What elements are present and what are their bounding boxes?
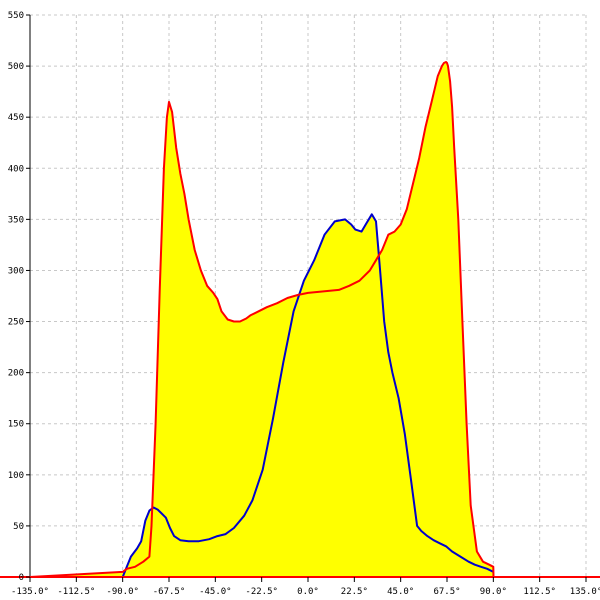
x-tick-label: 0.0°	[297, 587, 319, 597]
x-tick-label: -22.5°	[245, 587, 278, 597]
x-tick-label: -67.5°	[153, 587, 186, 597]
axes	[0, 14, 600, 582]
y-tick-label: 550	[8, 11, 24, 21]
y-tick-label: 100	[8, 471, 24, 481]
y-tick-label: 0	[19, 573, 24, 583]
series-line-1	[121, 213, 494, 578]
y-tick-label: 400	[8, 164, 24, 174]
series-lines	[29, 61, 586, 578]
y-tick-label: 200	[8, 369, 24, 379]
y-tick-label: 300	[8, 266, 24, 276]
x-tick-label: 112.5°	[523, 587, 556, 597]
y-tick-label: 500	[8, 62, 24, 72]
x-tick-label: 135.0°	[570, 587, 600, 597]
y-tick-label: 250	[8, 318, 24, 328]
series-line-2	[29, 61, 586, 578]
x-tick-label: -135.0°	[11, 587, 49, 597]
area-fill	[30, 62, 586, 577]
tick-labels: 0 50 100 150 200 250 300 350 400 450 500 550 -135.0°…	[8, 11, 600, 597]
x-tick-label: 22.5°	[341, 587, 368, 597]
y-tick-label: 450	[8, 113, 24, 123]
x-tick-label: 67.5°	[433, 587, 460, 597]
x-tick-label: -90.0°	[106, 587, 139, 597]
x-tick-label: 45.0°	[387, 587, 414, 597]
x-tick-label: 90.0°	[480, 587, 507, 597]
x-tick-label: -45.0°	[199, 587, 232, 597]
y-tick-label: 150	[8, 420, 24, 430]
y-tick-label: 50	[13, 522, 24, 532]
area-fill-region	[30, 62, 586, 577]
x-tick-label: -112.5°	[57, 587, 95, 597]
y-tick-label: 350	[8, 215, 24, 225]
